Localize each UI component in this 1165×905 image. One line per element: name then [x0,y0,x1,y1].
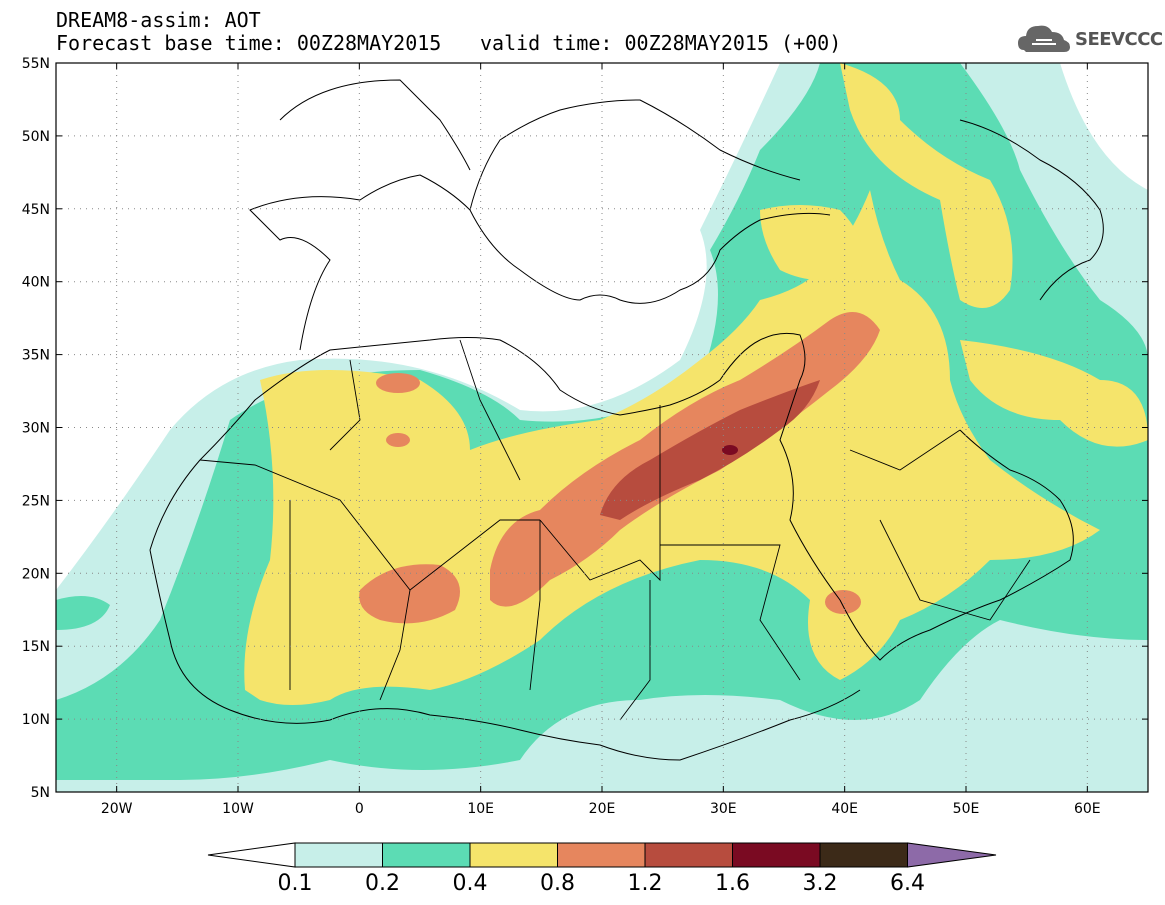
lat-tick-label: 55N [22,56,50,72]
colorbar-over-triangle [907,842,997,868]
colorbar: 0.1 0.2 0.4 0.8 1.2 1.6 3.2 6.4 [207,842,997,896]
lat-tick-label: 45N [22,202,50,218]
lon-tick-label: 40E [831,801,858,817]
logo-text: SEEVCCC [1075,29,1163,50]
plot-title: DREAM8-assim: AOT [56,8,261,32]
lon-tick-label: 50E [953,801,980,817]
lat-tick-label: 5N [31,785,50,801]
aot-field [56,63,1148,792]
coastlines [149,79,1104,761]
lat-tick-label: 10N [22,712,50,728]
lat-tick-label: 20N [22,566,50,582]
lon-axis: 20W 10W 0 10E 20E 30E 40E 50E 60E [101,63,1101,817]
cloud-icon [1018,25,1070,52]
lat-tick-label: 30N [22,421,50,437]
band-1.2-1.6 [600,380,820,520]
lon-tick-label: 10E [467,801,494,817]
lon-tick-label: 20E [589,801,616,817]
band-1.6-3.2 [722,445,738,455]
colorbar-label: 1.2 [628,871,663,896]
lat-tick-label: 35N [22,348,50,364]
country-borders [199,339,1031,721]
lat-tick-label: 50N [22,129,50,145]
lat-tick-label: 25N [22,493,50,509]
colorbar-box [819,842,908,868]
gridlines [56,63,1148,792]
colorbar-label: 0.4 [453,871,488,896]
lon-tick-label: 60E [1074,801,1101,817]
colorbar-label: 6.4 [890,871,925,896]
lon-tick-label: 0 [355,801,364,817]
colorbar-label: 0.2 [365,871,400,896]
colorbar-label: 0.8 [540,871,575,896]
colorbar-box [732,842,821,868]
colorbar-box [469,842,558,868]
colorbar-box [382,842,471,868]
colorbar-under-triangle [207,842,296,868]
lat-tick-label: 40N [22,275,50,291]
colorbar-label: 0.1 [278,871,313,896]
lon-tick-label: 30E [710,801,737,817]
colorbar-box [294,842,383,868]
colorbar-box [644,842,733,868]
colorbar-label: 1.6 [715,871,750,896]
lat-axis: 55N 50N 45N 40N 35N 30N 25N 20N 15N 10N 5N [22,56,1148,801]
lon-tick-label: 20W [101,801,133,817]
forecast-base-time: Forecast base time: 00Z28MAY2015 [56,31,442,55]
lon-tick-label: 10W [222,801,254,817]
colorbar-label: 3.2 [803,871,838,896]
valid-time: valid time: 00Z28MAY2015 (+00) [480,31,842,55]
lat-tick-label: 15N [22,639,50,655]
colorbar-box [557,842,646,868]
